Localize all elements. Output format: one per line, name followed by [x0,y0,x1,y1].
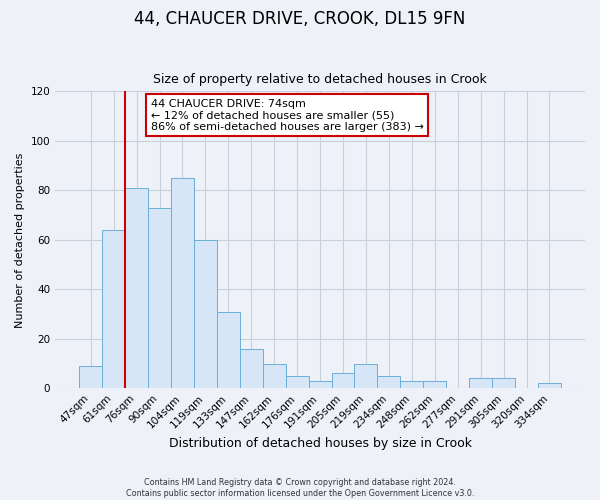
Bar [469,378,492,388]
Y-axis label: Number of detached properties: Number of detached properties [15,152,25,328]
Bar [492,378,515,388]
Bar [538,384,561,388]
Bar [194,240,217,388]
Bar [423,381,446,388]
Bar [286,376,308,388]
Bar [332,374,355,388]
Bar [217,312,240,388]
Bar [263,364,286,388]
Text: Contains HM Land Registry data © Crown copyright and database right 2024.
Contai: Contains HM Land Registry data © Crown c… [126,478,474,498]
Bar [125,188,148,388]
Bar [240,348,263,389]
Bar [102,230,125,388]
Text: 44 CHAUCER DRIVE: 74sqm
← 12% of detached houses are smaller (55)
86% of semi-de: 44 CHAUCER DRIVE: 74sqm ← 12% of detache… [151,99,424,132]
X-axis label: Distribution of detached houses by size in Crook: Distribution of detached houses by size … [169,437,472,450]
Bar [148,208,171,388]
Text: 44, CHAUCER DRIVE, CROOK, DL15 9FN: 44, CHAUCER DRIVE, CROOK, DL15 9FN [134,10,466,28]
Bar [171,178,194,388]
Bar [308,381,332,388]
Bar [400,381,423,388]
Bar [377,376,400,388]
Bar [355,364,377,388]
Title: Size of property relative to detached houses in Crook: Size of property relative to detached ho… [153,73,487,86]
Bar [79,366,102,388]
